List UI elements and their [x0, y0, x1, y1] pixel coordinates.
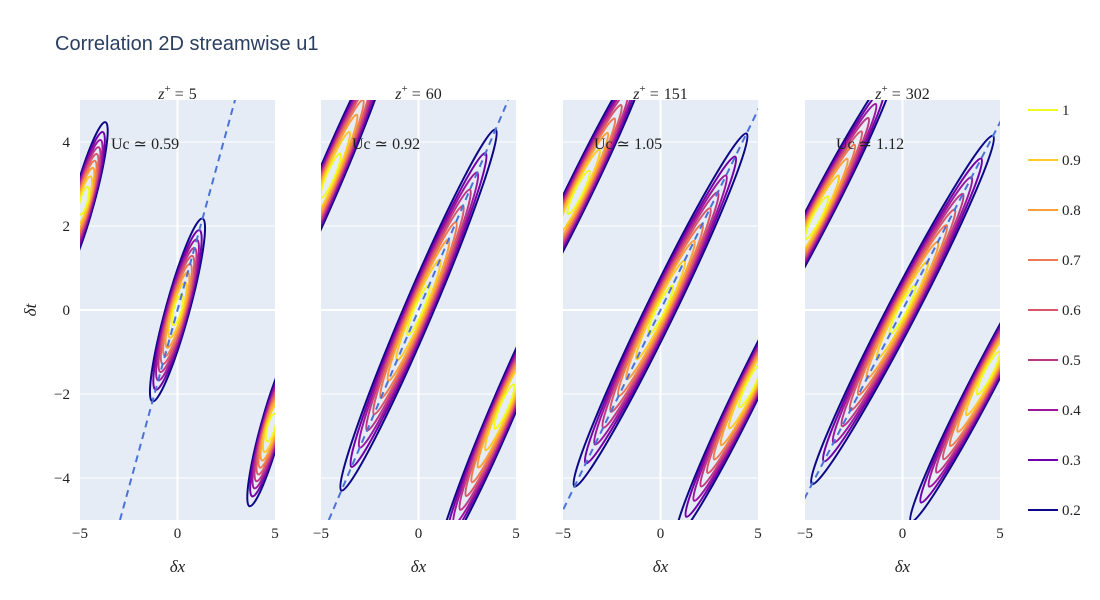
x-tick-label: 5 — [271, 526, 279, 542]
x-tick-label: 0 — [899, 526, 907, 542]
side-contour-2-level-0-2 — [246, 347, 275, 508]
side-contour-1-level-0-3 — [321, 100, 391, 311]
x-tick-label: 0 — [657, 526, 665, 542]
side-contour-2-level-1 — [738, 362, 758, 409]
side-contour-2-level-1 — [264, 412, 275, 443]
y-tick-label: 2 — [63, 219, 71, 235]
legend-label: 1 — [1062, 103, 1070, 119]
uc-annotation: Uc ≃ 0.59 — [111, 136, 179, 153]
side-contour-2-level-0-2 — [909, 223, 1000, 520]
x-tick-label: −5 — [797, 526, 813, 542]
uc-annotation: Uc ≃ 1.12 — [836, 136, 904, 153]
side-contour-1-level-1 — [80, 185, 91, 216]
main-contour-level-0-5 — [840, 192, 965, 428]
side-contour-2-level-1 — [493, 383, 516, 430]
side-contour-1-level-0-8 — [805, 157, 849, 278]
subplot-title: z+ = 151 — [632, 83, 687, 103]
subplot-3: z+ = 151 Uc ≃ 1.05 −5 0 5 δx — [555, 83, 762, 576]
side-contour-1-level-0-9 — [80, 175, 94, 227]
x-tick-label: 5 — [754, 526, 762, 542]
legend-label: 0.4 — [1062, 403, 1081, 419]
side-contour-1-level-1 — [321, 152, 342, 199]
side-contour-1-level-0-2 — [80, 121, 109, 281]
subplot-title: z+ = 60 — [394, 83, 441, 103]
legend-label: 0.9 — [1062, 153, 1081, 169]
y-axis-label: δt — [21, 302, 40, 316]
convection-velocity-line — [327, 100, 510, 520]
convection-velocity-line — [119, 100, 236, 520]
side-contour-2-level-0-2 — [436, 251, 516, 520]
contours — [805, 100, 1000, 520]
side-contour-2-level-0-9 — [727, 341, 758, 430]
side-contour-1-level-0-9 — [805, 174, 841, 261]
contours — [563, 100, 758, 520]
x-axis-label: δx — [411, 557, 427, 576]
side-contour-2-level-0-8 — [719, 324, 758, 447]
chart-title: Correlation 2D streamwise u1 — [55, 33, 318, 55]
legend-label: 0.8 — [1062, 203, 1081, 219]
side-contour-1-level-1 — [566, 169, 591, 216]
subplots: z+ = 5 Uc ≃ 0.59 −5 0 5 δx −4 −2 0 2 4 z+ = 60 Uc ≃ 0.92… — [54, 83, 1004, 576]
side-contour-2-level-0-3 — [445, 271, 516, 520]
side-contour-1-level-1 — [805, 195, 830, 241]
contours — [321, 100, 516, 520]
side-contour-2-level-0-8 — [476, 344, 516, 469]
x-axis-label: δx — [170, 557, 186, 576]
convection-velocity-line — [563, 107, 758, 513]
y-tick-label: −2 — [54, 387, 70, 403]
legend-label: 0.7 — [1062, 253, 1081, 269]
side-contour-1-level-0-9 — [321, 130, 352, 221]
x-tick-label: −5 — [313, 526, 329, 542]
x-tick-label: 5 — [996, 526, 1004, 542]
side-contour-2-level-0-8 — [956, 313, 1000, 433]
side-contour-1-level-0-2 — [805, 100, 896, 368]
legend-label: 0.6 — [1062, 303, 1081, 319]
side-contour-2-level-0-3 — [684, 253, 758, 518]
y-tick-label: 4 — [63, 135, 71, 151]
side-contour-1-level-0-2 — [563, 100, 654, 345]
uc-annotation: Uc ≃ 0.92 — [352, 136, 420, 153]
x-tick-label: 5 — [512, 526, 520, 542]
side-contour-1-level-0-8 — [563, 131, 610, 254]
subplot-2: z+ = 60 Uc ≃ 0.92 −5 0 5 δx — [313, 83, 520, 576]
x-tick-label: 0 — [415, 526, 423, 542]
side-contour-1-level-0-9 — [563, 148, 601, 237]
side-contour-1-level-0-2 — [321, 100, 399, 331]
legend-label: 0.5 — [1062, 353, 1081, 369]
convection-velocity-line — [805, 120, 1000, 500]
x-tick-label: −5 — [555, 526, 571, 542]
subplot-1: z+ = 5 Uc ≃ 0.59 −5 0 5 δx −4 −2 0 2 4 — [54, 83, 279, 576]
side-contour-2-level-0-9 — [964, 329, 1000, 417]
legend-label: 0.3 — [1062, 453, 1081, 469]
side-contour-2-level-0-9 — [484, 361, 516, 452]
side-contour-2-level-0-2 — [674, 233, 758, 520]
side-contour-2-level-1 — [975, 350, 1000, 396]
x-axis-label: δx — [895, 557, 911, 576]
subplot-4: z+ = 302 Uc ≃ 1.12 −5 0 5 δx — [797, 83, 1004, 576]
legend: 1 0.9 0.8 0.7 0.6 0.5 0.4 0.3 0.2 — [1028, 103, 1081, 519]
y-tick-label: 0 — [63, 303, 71, 319]
side-contour-1-level-0-3 — [563, 100, 645, 325]
x-axis-label: δx — [653, 557, 669, 576]
x-tick-label: −5 — [72, 526, 88, 542]
uc-annotation: Uc ≃ 1.05 — [594, 136, 662, 153]
contours — [80, 100, 275, 520]
side-contour-1-level-0-8 — [321, 113, 359, 238]
legend-label: 0.2 — [1062, 503, 1081, 519]
side-contour-2-level-0-9 — [261, 402, 275, 454]
side-contour-1-level-0-3 — [805, 100, 886, 349]
x-tick-label: 0 — [174, 526, 182, 542]
y-tick-label: −4 — [54, 471, 70, 487]
subplot-title: z+ = 302 — [874, 83, 929, 103]
main-contour-level-0-7 — [856, 224, 949, 396]
side-contour-2-level-0-3 — [919, 242, 1000, 504]
subplot-title: z+ = 5 — [157, 83, 196, 103]
